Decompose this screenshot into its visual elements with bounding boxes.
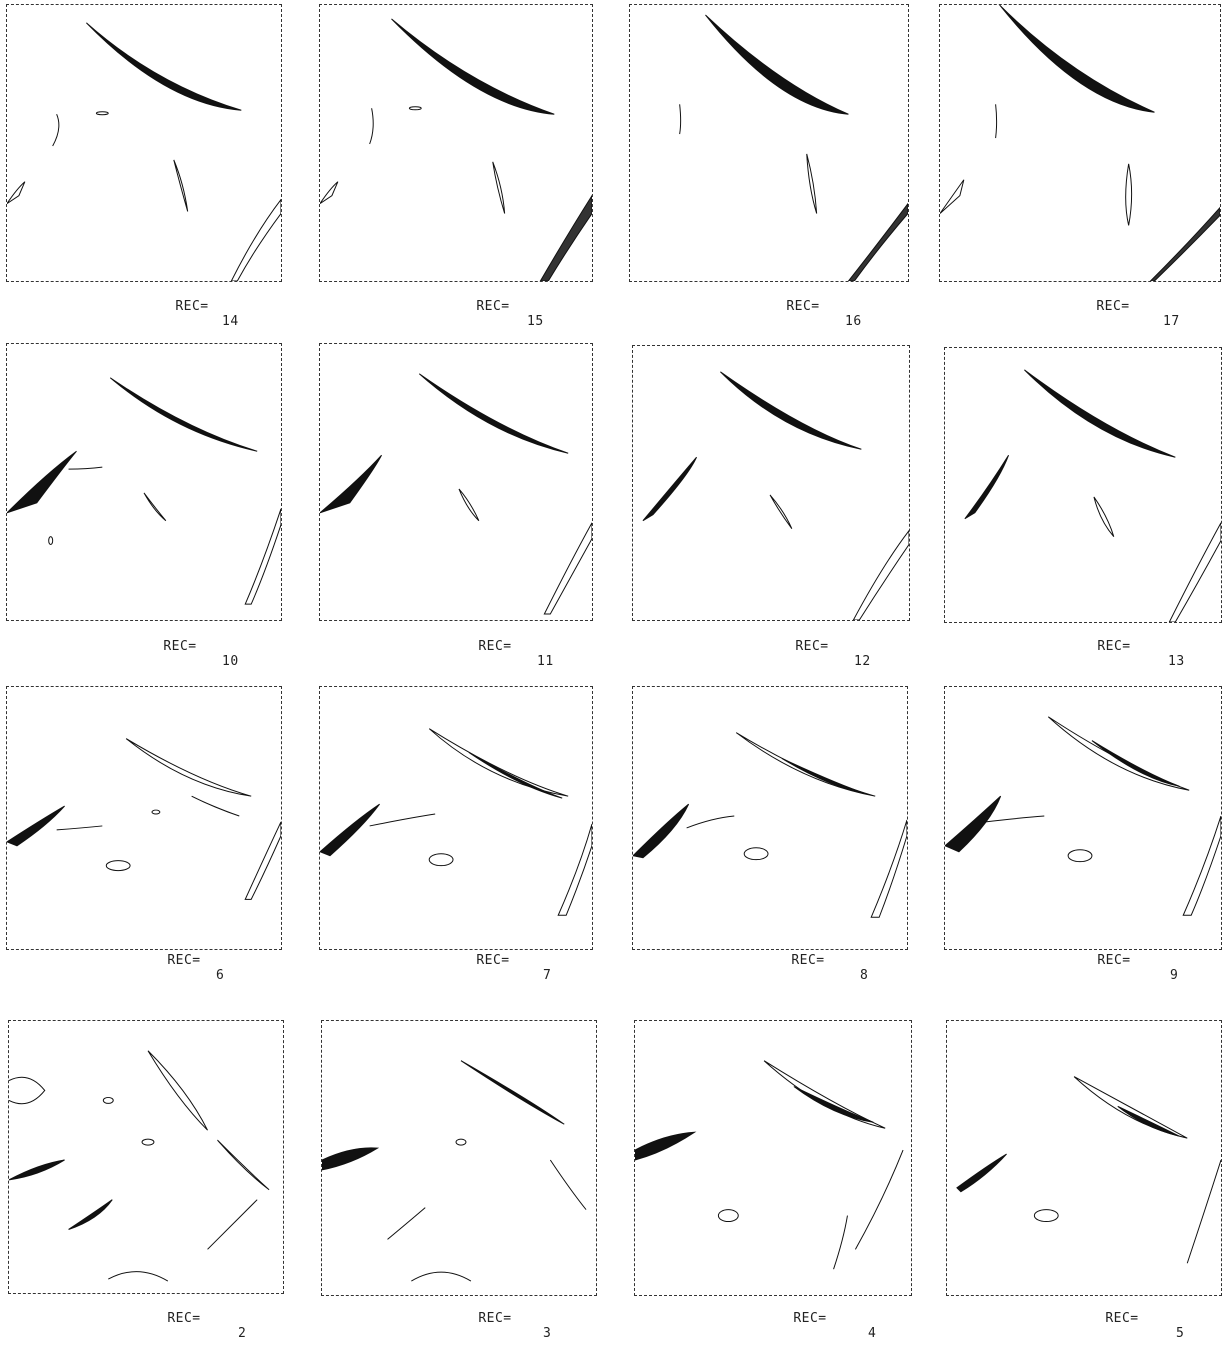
contour-plot-frame	[321, 1020, 597, 1296]
contour-plot	[7, 377, 281, 605]
rec-number: 3	[543, 1326, 552, 1341]
rec-label: REC=	[1097, 953, 1131, 968]
contour-plot-frame	[632, 345, 910, 621]
rec-number: 2	[238, 1326, 247, 1341]
rec-label: REC=	[175, 299, 209, 314]
rec-caption: REC= 12	[762, 624, 870, 684]
contour-plot-frame	[944, 686, 1222, 950]
rec-caption: REC= 14	[142, 284, 238, 344]
rec-caption: REC= 4	[760, 1296, 875, 1356]
rec-number: 14	[222, 314, 239, 329]
rec-label: REC=	[167, 953, 201, 968]
rec-label: REC=	[163, 639, 197, 654]
contour-plot-frame	[634, 1020, 912, 1296]
rec-number: 5	[1176, 1326, 1185, 1341]
rec-number: 9	[1170, 968, 1179, 983]
rec-number: 13	[1168, 654, 1185, 669]
contour-plot-frame	[632, 686, 908, 950]
contour-plot-frame	[944, 347, 1222, 623]
contour-plot	[320, 18, 592, 281]
rec-number: 15	[527, 314, 544, 329]
contour-plot-frame	[6, 343, 282, 621]
contour-plot	[320, 373, 592, 615]
rec-label: REC=	[478, 639, 512, 654]
contour-plot-frame	[939, 4, 1221, 282]
rec-label: REC=	[476, 299, 510, 314]
contour-plot	[322, 1060, 587, 1282]
rec-caption: REC= 9	[1064, 938, 1177, 998]
rec-caption: REC= 15	[443, 284, 543, 344]
rec-number: 11	[537, 654, 554, 669]
rec-number: 7	[543, 968, 552, 983]
rec-label: REC=	[1097, 639, 1131, 654]
contour-plot	[7, 738, 281, 900]
contour-plot-frame	[319, 686, 593, 950]
contour-plot	[956, 1076, 1221, 1264]
contour-plot	[635, 1060, 904, 1270]
rec-number: 12	[854, 654, 871, 669]
contour-plot	[633, 732, 907, 918]
contour-plot	[945, 716, 1221, 916]
rec-label: REC=	[786, 299, 820, 314]
contour-plot	[320, 728, 592, 916]
rec-number: 16	[845, 314, 862, 329]
rec-caption: REC= 17	[1063, 284, 1179, 344]
rec-caption: REC= 2	[134, 1296, 245, 1356]
rec-caption: REC= 10	[130, 624, 238, 684]
rec-caption: REC= 6	[134, 938, 223, 998]
rec-number: 6	[216, 968, 225, 983]
rec-number: 17	[1163, 314, 1180, 329]
rec-caption: REC= 7	[443, 938, 550, 998]
rec-caption: REC= 11	[445, 624, 553, 684]
contour-plot-frame	[6, 686, 282, 950]
contour-plot	[964, 369, 1221, 622]
contour-plot	[9, 1050, 270, 1282]
contour-plot-frame	[6, 4, 282, 282]
rec-label: REC=	[476, 953, 510, 968]
contour-plot-frame	[629, 4, 909, 282]
contour-plot-frame	[946, 1020, 1222, 1296]
rec-caption: REC= 5	[1072, 1296, 1183, 1356]
rec-label: REC=	[791, 953, 825, 968]
contour-plot	[940, 5, 1220, 281]
rec-label: REC=	[795, 639, 829, 654]
rec-label: REC=	[1096, 299, 1130, 314]
contour-plot	[642, 371, 909, 620]
contour-plot-frame	[8, 1020, 284, 1294]
rec-number: 4	[868, 1326, 877, 1341]
rec-caption: REC= 3	[445, 1296, 550, 1356]
contour-plot	[679, 14, 908, 281]
rec-number: 10	[222, 654, 239, 669]
rec-caption: REC= 8	[758, 938, 867, 998]
contour-plot-frame	[319, 343, 593, 621]
contour-plot-frame	[319, 4, 593, 282]
contour-plot	[7, 22, 281, 281]
rec-caption: REC= 13	[1064, 624, 1184, 684]
rec-caption: REC= 16	[753, 284, 861, 344]
rec-number: 8	[860, 968, 869, 983]
